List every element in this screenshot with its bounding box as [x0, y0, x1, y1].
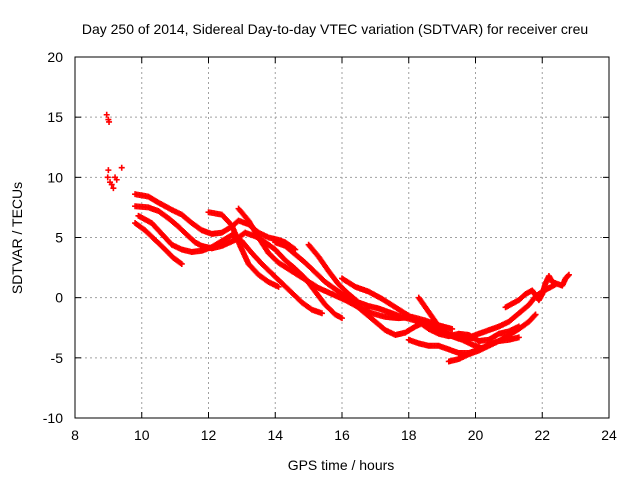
data-point [108, 181, 115, 188]
x-tick-label: 18 [401, 427, 417, 443]
data-point [104, 174, 111, 181]
data-point [275, 283, 282, 290]
y-tick-label: -5 [51, 350, 64, 366]
data-point [515, 334, 522, 341]
data-point [105, 167, 112, 174]
x-tick-label: 16 [334, 427, 350, 443]
y-axis-label: SDTVAR / TECUs [9, 182, 25, 294]
x-tick-labels: 8 10 12 14 16 18 20 22 24 [71, 427, 617, 443]
data-point [532, 311, 539, 318]
data-points [103, 111, 572, 365]
data-point [103, 111, 110, 118]
x-tick-label: 8 [71, 427, 79, 443]
x-tick-label: 20 [468, 427, 484, 443]
data-point [106, 118, 113, 125]
data-point [318, 310, 325, 317]
data-point [110, 185, 117, 192]
y-tick-label: 15 [47, 109, 63, 125]
data-point [118, 164, 125, 171]
data-point [113, 176, 120, 183]
x-tick-label: 10 [134, 427, 150, 443]
x-tick-label: 14 [267, 427, 283, 443]
series-isolated [103, 111, 125, 192]
y-tick-labels: -10 -5 0 5 10 15 20 [43, 49, 63, 426]
x-axis-label: GPS time / hours [288, 457, 395, 473]
axis-ticks [74, 56, 610, 419]
y-tick-label: 10 [47, 169, 63, 185]
chart-title: Day 250 of 2014, Sidereal Day-to-day VTE… [82, 21, 588, 37]
series-track-5 [205, 209, 282, 290]
x-tick-label: 22 [534, 427, 550, 443]
series-track-3 [135, 212, 325, 317]
series-track-13 [502, 271, 572, 311]
data-point [565, 271, 572, 278]
y-tick-label: 5 [55, 230, 63, 246]
grid-lines [75, 57, 609, 418]
x-tick-label: 24 [601, 427, 617, 443]
y-tick-label: 0 [55, 290, 63, 306]
data-point [339, 315, 345, 322]
x-tick-label: 12 [201, 427, 217, 443]
series-track-12 [445, 311, 539, 365]
data-point [178, 260, 185, 267]
data-point [177, 260, 184, 267]
series-track-4 [132, 220, 185, 267]
data-point [449, 325, 456, 332]
y-tick-label: 20 [47, 49, 63, 65]
data-point [531, 312, 538, 319]
data-point [565, 272, 572, 279]
y-tick-label: -10 [43, 410, 63, 426]
